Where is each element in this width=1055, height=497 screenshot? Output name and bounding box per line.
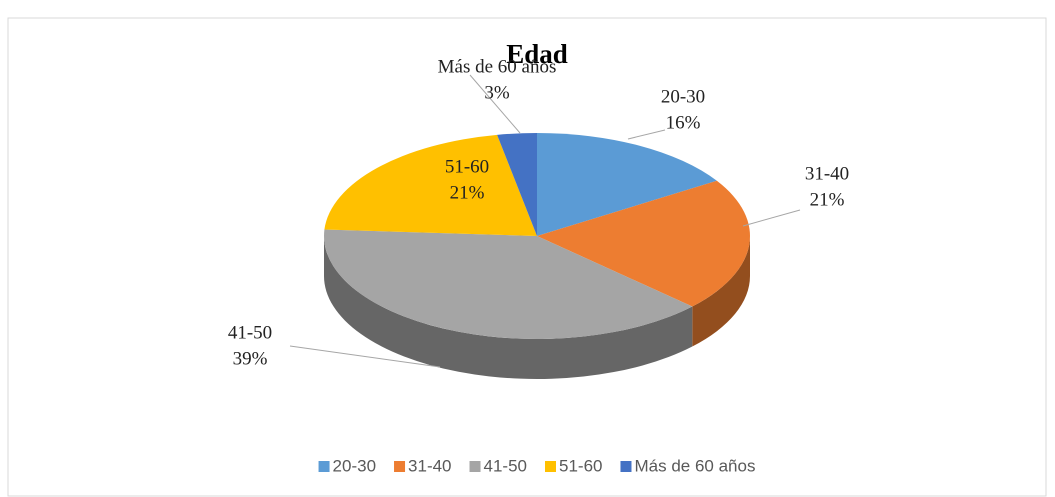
leader-line bbox=[627, 129, 666, 140]
leader-line bbox=[289, 345, 441, 368]
data-label-category: 51-60 bbox=[445, 156, 489, 177]
legend-label: 20-30 bbox=[333, 456, 376, 475]
data-label-value: 16% bbox=[666, 112, 701, 133]
legend-label: 41-50 bbox=[484, 456, 527, 475]
legend-swatch bbox=[469, 461, 481, 472]
data-label-category: 41-50 bbox=[228, 322, 272, 343]
leader-line bbox=[742, 209, 801, 227]
slice bbox=[497, 133, 537, 236]
slice bbox=[537, 180, 750, 307]
data-label-category: 20-30 bbox=[661, 86, 705, 107]
slice-side bbox=[324, 236, 693, 379]
chart-title: Edad bbox=[506, 39, 568, 69]
legend-swatch bbox=[318, 461, 330, 472]
slice bbox=[324, 229, 693, 339]
slice bbox=[537, 133, 717, 236]
data-label-value: 21% bbox=[450, 182, 485, 203]
legend-swatch bbox=[620, 461, 632, 472]
data-label-value: 21% bbox=[810, 189, 845, 210]
leader-line bbox=[469, 74, 521, 134]
data-label-value: 3% bbox=[484, 82, 510, 103]
data-label-category: Más de 60 años bbox=[438, 56, 557, 77]
data-label-value: 39% bbox=[233, 348, 268, 369]
legend-swatch bbox=[394, 461, 406, 472]
slice bbox=[324, 134, 537, 236]
legend-swatch bbox=[545, 461, 556, 472]
legend-label: 31-40 bbox=[408, 456, 451, 475]
legend-label: Más de 60 años bbox=[634, 456, 755, 475]
slice-side bbox=[692, 236, 750, 347]
data-label-category: 31-40 bbox=[805, 163, 849, 184]
legend-label: 51-60 bbox=[559, 456, 602, 475]
